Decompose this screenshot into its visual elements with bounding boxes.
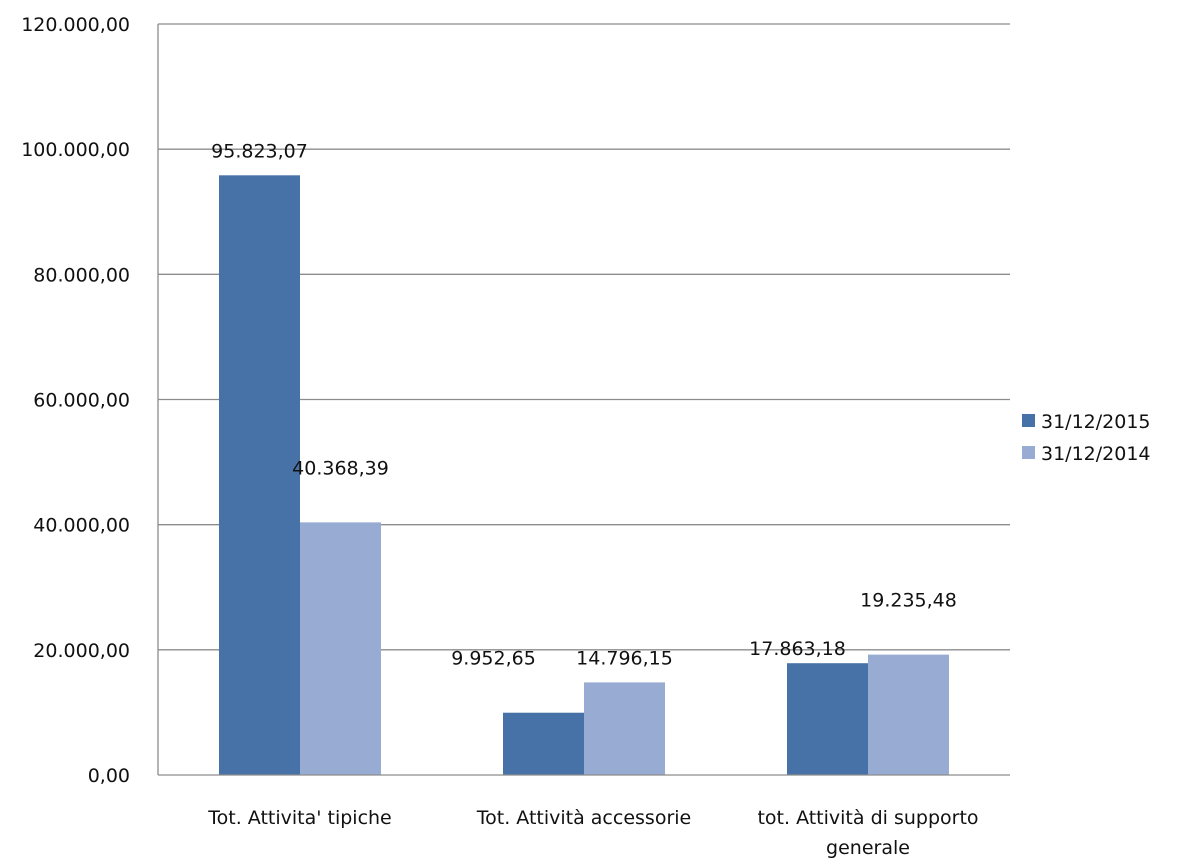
bar-series-2014 — [584, 682, 665, 775]
y-tick-label: 120.000,00 — [21, 14, 130, 36]
bar-series-2014 — [300, 522, 381, 775]
y-tick-label: 80.000,00 — [33, 264, 130, 286]
y-tick-label: 20.000,00 — [33, 640, 130, 662]
legend: 31/12/2015 31/12/2014 — [1022, 411, 1151, 465]
y-tick-label: 100.000,00 — [21, 139, 130, 161]
data-label: 14.796,15 — [576, 647, 673, 669]
y-tick-label: 0,00 — [88, 765, 130, 787]
legend-label: 31/12/2014 — [1041, 443, 1151, 465]
x-category-label: Tot. Attività accessorie — [476, 807, 691, 829]
x-category-label: Tot. Attivita' tipiche — [207, 807, 392, 829]
bar-series-2015 — [219, 175, 300, 776]
y-tick-labels: 0,00 20.000,00 40.000,00 60.000,00 80.000,00… — [21, 14, 130, 787]
x-category-label: generale — [826, 837, 910, 859]
x-category-label: tot. Attività di supporto — [757, 807, 978, 829]
legend-swatch — [1022, 446, 1035, 459]
data-label: 19.235,48 — [860, 590, 957, 612]
y-tick-label: 60.000,00 — [33, 390, 130, 412]
axes — [157, 24, 1010, 776]
data-label: 95.823,07 — [211, 140, 308, 162]
x-category-labels: Tot. Attivita' tipiche Tot. Attività acce… — [207, 807, 978, 859]
bar-series-2015 — [503, 712, 584, 775]
data-label: 17.863,18 — [749, 638, 846, 660]
bar-series-2014 — [868, 654, 949, 775]
data-label: 9.952,65 — [451, 648, 536, 670]
legend-label: 31/12/2015 — [1041, 411, 1151, 433]
data-label: 40.368,39 — [292, 457, 389, 479]
bars — [219, 175, 949, 776]
legend-swatch — [1022, 414, 1035, 427]
y-tick-label: 40.000,00 — [33, 515, 130, 537]
bar-series-2015 — [787, 663, 868, 775]
data-labels: 95.823,07 40.368,39 9.952,65 14.796,15 17.86… — [211, 140, 957, 669]
